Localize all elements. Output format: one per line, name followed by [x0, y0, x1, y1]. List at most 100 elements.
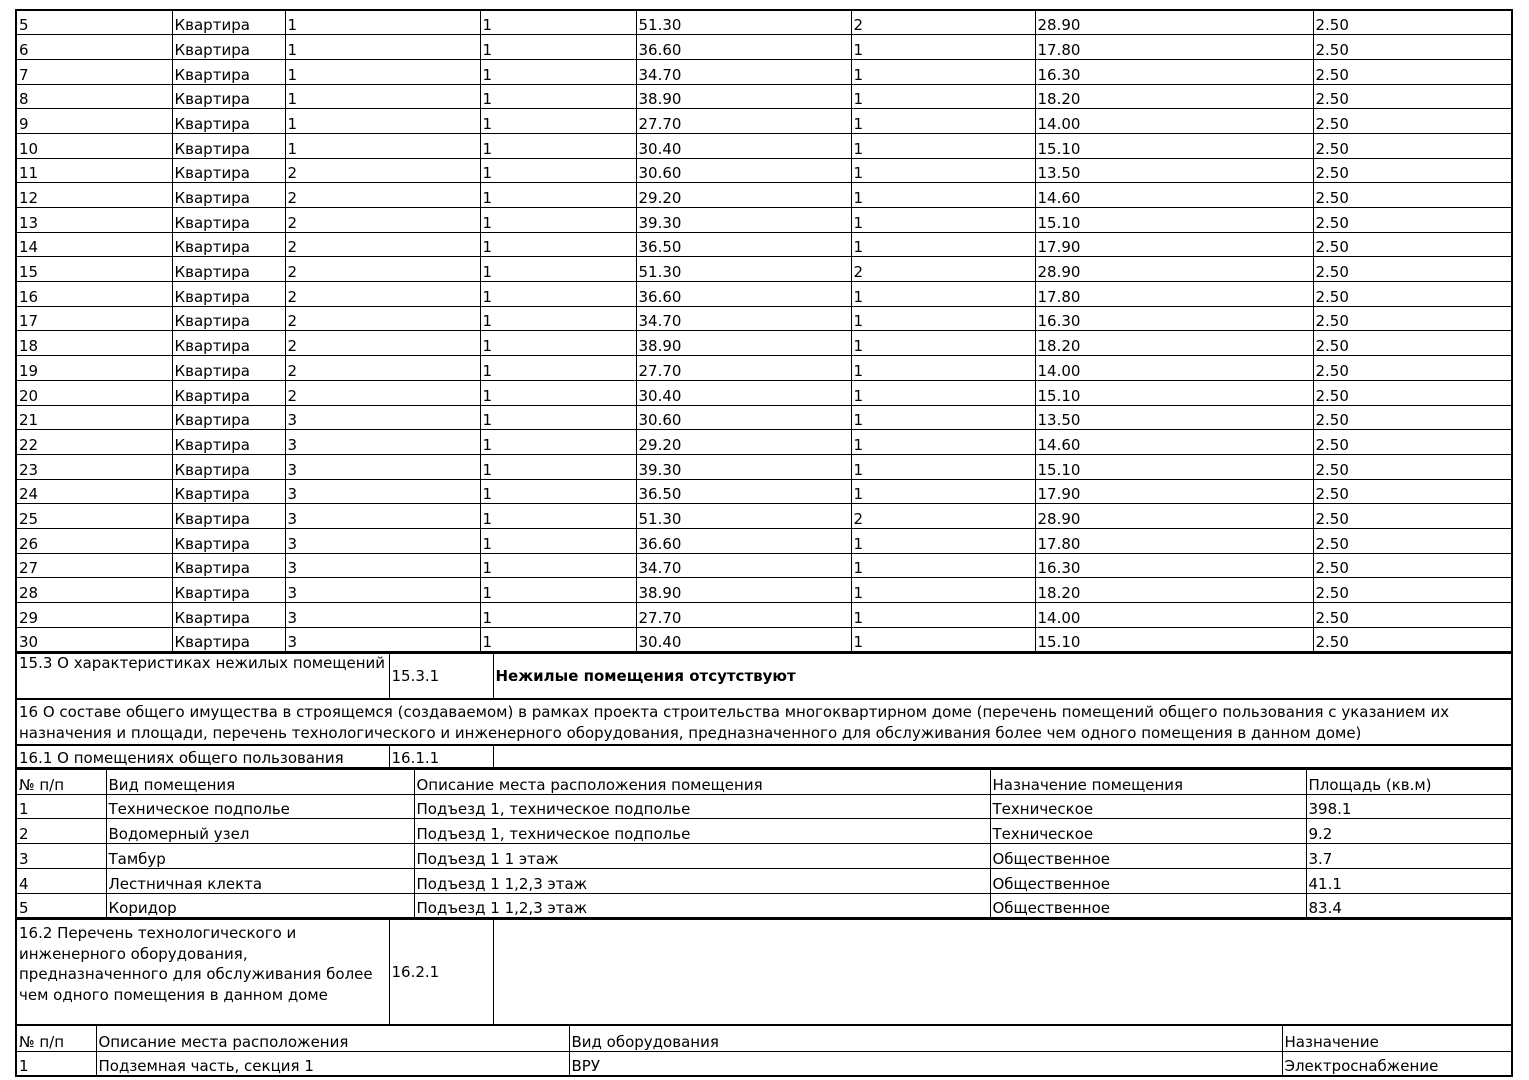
table-cell: 36.50: [635, 478, 852, 505]
table-cell: 30.40: [635, 132, 852, 159]
table-row: 18 Квартира 2 1 38.90 1 18.20 2.50: [15, 330, 1513, 357]
table-cell: 30.60: [635, 404, 852, 431]
table-row: 20 Квартира 2 1 30.40 1 15.10 2.50: [15, 379, 1513, 406]
table-cell: Квартира: [171, 108, 286, 134]
table-cell: 25: [15, 503, 173, 529]
table-cell: 38.90: [635, 330, 852, 357]
table-cell: 18.20: [1034, 83, 1314, 110]
table-cell: 1: [850, 626, 1036, 653]
table-cell: 2.50: [1312, 453, 1513, 480]
table-cell: 3: [284, 453, 481, 480]
table-cell: Квартира: [171, 281, 286, 307]
table-cell: 17.80: [1034, 281, 1314, 307]
table-cell: 10: [15, 132, 173, 159]
table-cell: 1: [850, 429, 1036, 455]
table-cell: 1: [479, 404, 637, 431]
table-cell: 29: [15, 602, 173, 628]
table-row: 2 Водомерный узел Подъезд 1, техническое п…: [15, 818, 1513, 845]
column-header: Назначение помещения: [989, 768, 1307, 795]
table-cell: Подземная часть, секция 1: [95, 1050, 570, 1077]
table-cell: 1: [850, 404, 1036, 431]
column-header: № п/п: [15, 1024, 97, 1052]
table-cell: 1: [479, 602, 637, 628]
table-cell: Квартира: [171, 83, 286, 110]
table-cell: 3: [284, 626, 481, 653]
table-cell: 12: [15, 182, 173, 208]
column-header: Назначение: [1281, 1024, 1513, 1052]
table-row: 25 Квартира 3 1 51.30 2 28.90 2.50: [15, 503, 1513, 529]
table-cell: 18.20: [1034, 330, 1314, 357]
table-row: 29 Квартира 3 1 27.70 1 14.00 2.50: [15, 602, 1513, 628]
table-row: 8 Квартира 1 1 38.90 1 18.20 2.50: [15, 83, 1513, 110]
table-cell: Квартира: [171, 9, 286, 36]
table-cell: Лестничная клекта: [105, 867, 415, 894]
table-cell: 2.50: [1312, 281, 1513, 307]
table-cell: 3: [284, 503, 481, 529]
table-cell: Общественное: [989, 867, 1307, 894]
table-cell: Квартира: [171, 58, 286, 85]
table-cell: Квартира: [171, 577, 286, 603]
table-cell: 2.50: [1312, 256, 1513, 283]
table-cell: 1: [15, 793, 107, 820]
table-cell: Квартира: [171, 404, 286, 431]
table-cell: 36.60: [635, 34, 852, 60]
table-cell: Квартира: [171, 453, 286, 480]
table-cell: 2: [284, 157, 481, 184]
table-cell: 83.4: [1305, 892, 1513, 919]
table-cell: 1: [479, 108, 637, 134]
table-row: 28 Квартира 3 1 38.90 1 18.20 2.50: [15, 577, 1513, 603]
table-cell: 14.00: [1034, 602, 1314, 628]
table-cell: 2.50: [1312, 231, 1513, 258]
table-cell: 2: [284, 379, 481, 406]
table-cell: 2.50: [1312, 305, 1513, 332]
table-cell: 2: [284, 231, 481, 258]
table-cell: 1: [850, 132, 1036, 159]
table-cell: 39.30: [635, 453, 852, 480]
table-cell: 51.30: [635, 503, 852, 529]
section-16-2-value: [492, 918, 1513, 1026]
section-16: 16 О составе общего имущества в строящем…: [15, 698, 1513, 746]
column-header: № п/п: [15, 768, 107, 795]
section-16-2-label: 16.2 Перечень технологического и инженер…: [15, 918, 390, 1026]
table-cell: Квартира: [171, 182, 286, 208]
table-cell: 1: [850, 355, 1036, 381]
table-cell: Техническое: [989, 818, 1307, 845]
table-cell: 2.50: [1312, 379, 1513, 406]
table-cell: 1: [850, 453, 1036, 480]
table-cell: 2.50: [1312, 429, 1513, 455]
table-cell: Подъезд 1 1,2,3 этаж: [413, 892, 991, 919]
table-cell: 2.50: [1312, 207, 1513, 233]
table-cell: 36.60: [635, 281, 852, 307]
table-cell: 1: [479, 503, 637, 529]
table-row: 23 Квартира 3 1 39.30 1 15.10 2.50: [15, 453, 1513, 480]
table-cell: 1: [479, 429, 637, 455]
table-cell: 38.90: [635, 83, 852, 110]
table-cell: 14.00: [1034, 355, 1314, 381]
table-row: 12 Квартира 2 1 29.20 1 14.60 2.50: [15, 182, 1513, 208]
table-row: 11 Квартира 2 1 30.60 1 13.50 2.50: [15, 157, 1513, 184]
table-cell: 1: [479, 83, 637, 110]
table-cell: 2.50: [1312, 527, 1513, 554]
table-row: 24 Квартира 3 1 36.50 1 17.90 2.50: [15, 478, 1513, 505]
table-row: 14 Квартира 2 1 36.50 1 17.90 2.50: [15, 231, 1513, 258]
table-cell: 1: [479, 453, 637, 480]
table-cell: 28: [15, 577, 173, 603]
table-cell: 29.20: [635, 182, 852, 208]
table-cell: 34.70: [635, 58, 852, 85]
table-cell: 15: [15, 256, 173, 283]
table-cell: Квартира: [171, 256, 286, 283]
table-cell: 34.70: [635, 552, 852, 579]
table-cell: 8: [15, 83, 173, 110]
table-cell: 3: [284, 577, 481, 603]
table-cell: Общественное: [989, 843, 1307, 869]
table-cell: 11: [15, 157, 173, 184]
table-cell: 16.30: [1034, 305, 1314, 332]
table-cell: 1: [479, 9, 637, 36]
table-cell: 2.50: [1312, 602, 1513, 628]
table-cell: 1: [850, 602, 1036, 628]
table-cell: 1: [479, 132, 637, 159]
table-row: 19 Квартира 2 1 27.70 1 14.00 2.50: [15, 355, 1513, 381]
table-cell: 1: [850, 305, 1036, 332]
common-rooms-table: № п/п Вид помещения Описание места располо…: [15, 768, 1513, 919]
table-cell: 27.70: [635, 108, 852, 134]
